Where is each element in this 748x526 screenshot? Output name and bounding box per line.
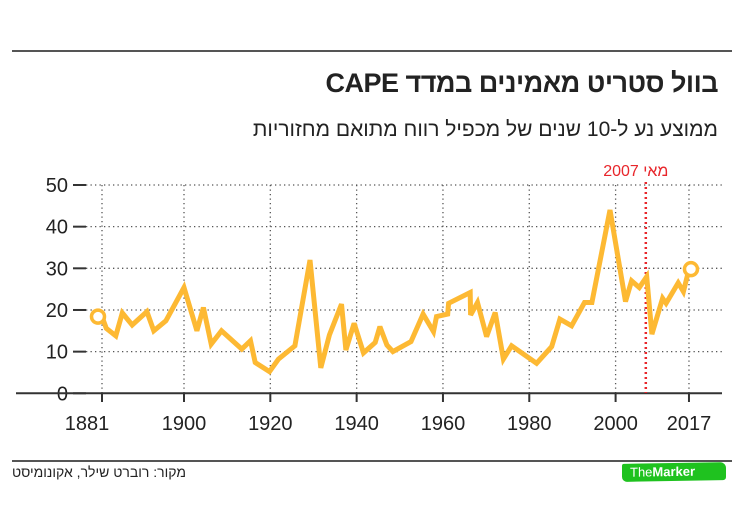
y-tick-label: 20 xyxy=(46,300,68,322)
logo-marker: Marker xyxy=(652,463,696,480)
x-tick-label: 1881 xyxy=(65,413,110,435)
end-point-marker xyxy=(682,260,700,278)
bottom-rule xyxy=(12,460,732,462)
x-tick-label: 1940 xyxy=(334,413,379,435)
cape-series-line xyxy=(99,209,692,375)
x-tick-label: 1980 xyxy=(507,413,552,435)
chart: 0102030405018811900192019401960198020002… xyxy=(16,163,722,435)
logo-the: The xyxy=(630,464,653,480)
start-point-marker xyxy=(89,308,107,325)
chart-subtitle: ממוצע נע ל-10 שנים של מכפיל רווח מתואם מ… xyxy=(252,118,718,141)
x-tick-label: 1960 xyxy=(421,413,466,435)
may-2007-label: מאי 2007 xyxy=(603,163,668,180)
source-note: מקור: רוברט שילר, אקונומיסט xyxy=(12,464,186,480)
top-rule xyxy=(12,50,732,52)
y-tick-label: 40 xyxy=(46,217,68,239)
chart-title: בוול סטריט מאמינים במדד CAPE xyxy=(325,68,718,98)
y-tick-label: 30 xyxy=(46,258,68,280)
themarker-logo: TheMarker xyxy=(622,462,726,482)
x-tick-label: 1900 xyxy=(162,413,207,435)
x-tick-label: 1920 xyxy=(248,413,293,435)
series xyxy=(89,209,700,375)
y-tick-label: 10 xyxy=(46,342,68,364)
x-tick-label: 2017 xyxy=(667,413,712,435)
x-tick-label: 2000 xyxy=(593,413,638,435)
axes: 0102030405018811900192019401960198020002… xyxy=(16,175,722,435)
y-tick-label: 50 xyxy=(46,175,68,197)
annotation: מאי 2007 xyxy=(603,163,668,393)
